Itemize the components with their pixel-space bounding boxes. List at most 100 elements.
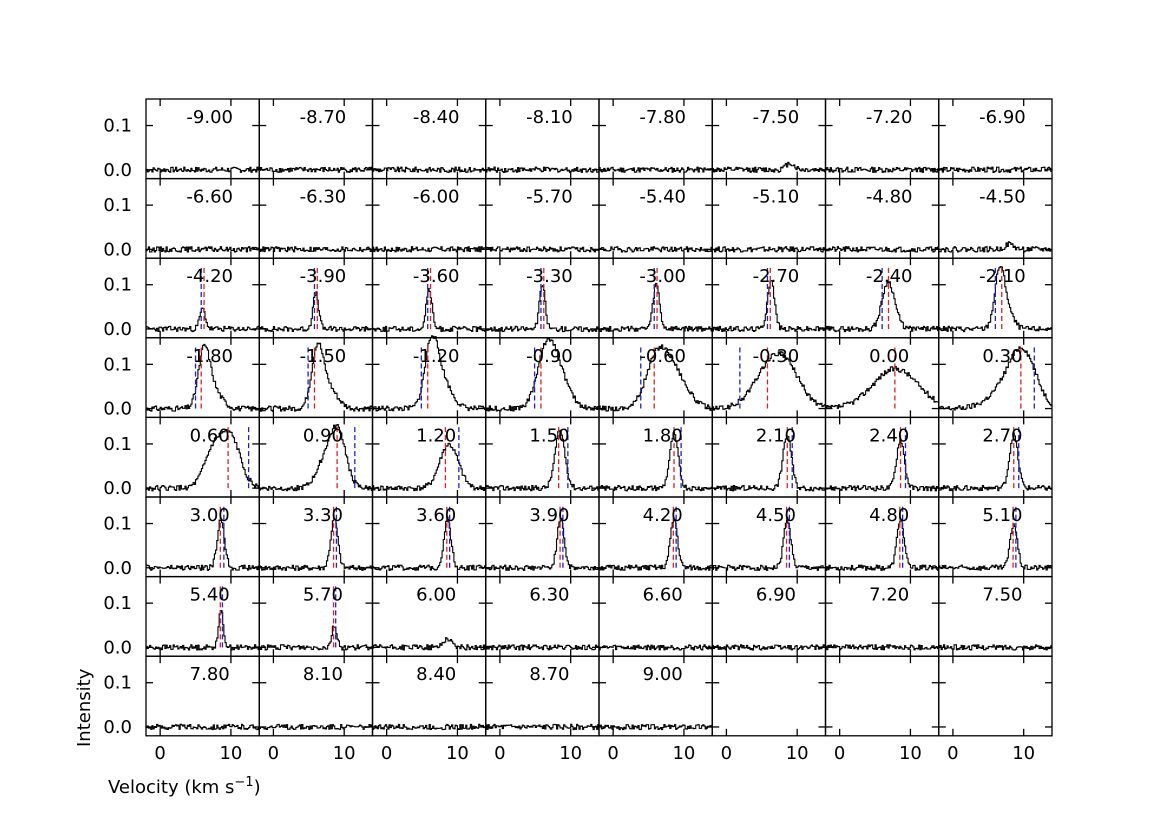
spectrum-line (259, 723, 373, 731)
spectrum-line (259, 342, 373, 412)
spectrum-line (372, 335, 486, 412)
x-tick-label: 0 (607, 743, 618, 764)
spectrum-line (259, 291, 373, 332)
panel-velocity-label: 0.00 (869, 346, 909, 367)
x-tick-label: 0 (947, 743, 958, 764)
panel-velocity-label: 4.20 (643, 505, 683, 526)
panel-2: -8.40 (371, 98, 487, 180)
panel-velocity-label: -2.70 (753, 266, 800, 287)
panel-7: -6.90 (938, 98, 1053, 180)
panel-velocity-label: -5.70 (526, 187, 573, 208)
panel-24: 0.0 0.1 -1.80 (103, 337, 260, 420)
panel-32: 0.0 0.1 0.60 (103, 416, 260, 499)
x-tick-label: 10 (899, 743, 922, 764)
panel-velocity-label: -8.10 (526, 107, 573, 128)
spectrum-line (712, 435, 826, 492)
spectrum-line (825, 366, 939, 409)
panel-62: 0 10 (824, 655, 940, 764)
spectrum-line (372, 516, 486, 571)
panel-42: 3.60 (371, 496, 487, 578)
y-tick-label: 0.0 (103, 637, 132, 658)
x-tick-label: 0 (268, 743, 279, 764)
y-tick-label: 0.0 (103, 319, 132, 340)
panel-velocity-label: -1.20 (413, 346, 460, 367)
panel-53: 6.90 (711, 575, 827, 657)
spectrum-line (485, 723, 599, 731)
x-tick-label: 10 (1012, 743, 1035, 764)
panel-velocity-label: -5.10 (753, 187, 800, 208)
spectrum-line (938, 523, 1052, 571)
x-axis-title: Velocity (km s−1) (108, 775, 261, 798)
panel-21: -2.70 (711, 257, 827, 339)
panel-45: 4.50 (711, 496, 827, 578)
spectrum-line (146, 519, 260, 571)
panel-22: -2.40 (824, 257, 940, 339)
panel-grid: 0.0 0.1 -9.00 -8.70 -8.40 -8.10 -7.80 -7.50 -7.2… (103, 98, 1053, 764)
panel-velocity-label: 3.60 (416, 505, 456, 526)
spectrum-line (712, 280, 826, 333)
panel-velocity-label: 6.00 (416, 585, 456, 606)
panel-velocity-label: -8.40 (413, 107, 460, 128)
panel-velocity-label: 3.00 (190, 505, 230, 526)
spectrum-line (938, 644, 1052, 651)
panel-44: 4.20 (598, 496, 713, 578)
x-tick-label: 0 (494, 743, 505, 764)
panel-12: -5.40 (598, 177, 713, 259)
y-tick-label: 0.0 (103, 160, 132, 181)
panel-33: 0.90 (258, 416, 374, 498)
panel-9: -6.30 (258, 177, 374, 259)
spectrum-line (825, 644, 939, 651)
y-tick-label: 0.1 (103, 593, 132, 614)
panel-velocity-label: -4.20 (186, 266, 233, 287)
panel-17: -3.90 (258, 257, 374, 339)
spectrum-line (938, 432, 1052, 492)
panel-46: 4.80 (824, 496, 940, 578)
spectrum-line (259, 246, 373, 253)
panel-velocity-label: 7.50 (982, 585, 1022, 606)
panel-velocity-label: -0.30 (753, 346, 800, 367)
panel-14: -4.80 (824, 177, 940, 259)
panel-velocity-label: 0.90 (303, 425, 343, 446)
panel-49: 5.70 (258, 575, 374, 657)
panel-61: 0 10 (711, 655, 827, 764)
x-tick-label: 10 (672, 743, 695, 764)
panel-velocity-label: 2.10 (756, 425, 796, 446)
panel-velocity-label: 5.10 (982, 505, 1022, 526)
spectrum-line (825, 246, 939, 253)
spectrum-line (259, 166, 373, 173)
spectrum-line (485, 644, 599, 651)
y-tick-label: 0.1 (103, 434, 132, 455)
y-tick-label: 0.0 (103, 558, 132, 579)
y-tick-label: 0.0 (103, 399, 132, 420)
panel-40: 0.0 0.1 3.00 (103, 496, 260, 579)
panel-velocity-label: 1.50 (529, 425, 569, 446)
panel-25: -1.50 (258, 337, 374, 419)
panel-velocity-label: 3.30 (303, 505, 343, 526)
panel-velocity-label: 5.70 (303, 585, 343, 606)
panel-19: -3.30 (485, 257, 600, 339)
spectrum-line (146, 343, 260, 412)
spectrum-line (372, 246, 486, 253)
panel-velocity-label: -9.00 (186, 107, 233, 128)
panel-frame (711, 655, 827, 737)
spectrum-line (259, 625, 373, 651)
spectrum-line (712, 644, 826, 651)
spectrum-line (712, 161, 826, 173)
panel-16: 0.0 0.1 -4.20 (103, 257, 260, 340)
y-tick-label: 0.1 (103, 195, 132, 216)
panel-31: 0.30 (938, 337, 1053, 419)
panel-52: 6.60 (598, 575, 713, 657)
spectrum-line (712, 516, 826, 571)
panel-20: -3.00 (598, 257, 713, 339)
x-tick-label: 0 (834, 743, 845, 764)
panel-velocity-label: 3.90 (529, 505, 569, 526)
spectrum-line (372, 442, 486, 492)
y-tick-label: 0.1 (103, 116, 132, 137)
panel-50: 6.00 (371, 575, 487, 657)
panel-velocity-label: -7.50 (753, 107, 800, 128)
spectrum-line (825, 438, 939, 492)
panel-27: -0.90 (485, 337, 600, 419)
panel-38: 2.40 (824, 416, 940, 498)
panel-13: -5.10 (711, 177, 827, 259)
spectrum-line (372, 166, 486, 173)
